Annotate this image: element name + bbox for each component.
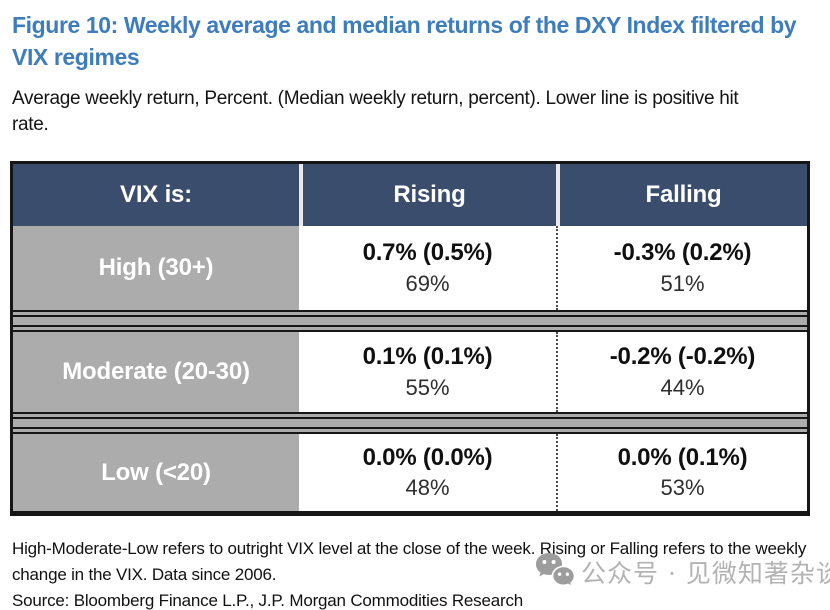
table-row-high: High (30+) 0.7% (0.5%) 69% -0.3% (0.2%) … (13, 226, 807, 311)
figure-subtitle: Average weekly return, Percent. (Median … (12, 88, 739, 136)
source-line: Source: Bloomberg Finance L.P., J.P. Mor… (12, 590, 523, 610)
row-label-moderate: Moderate (20-30) (13, 332, 299, 413)
row-label-low: Low (<20) (13, 434, 299, 512)
return-value: -0.2% (-0.2%) (609, 343, 756, 371)
return-value: 0.0% (0.1%) (617, 443, 748, 471)
cell-low-rising: 0.0% (0.0%) 48% (299, 434, 556, 511)
cell-high-rising: 0.7% (0.5%) 69% (299, 226, 556, 310)
return-value: 0.0% (0.0%) (362, 443, 493, 471)
row-separator (13, 310, 807, 333)
header-cell-vix-is: VIX is: (120, 181, 192, 209)
figure-title: Figure 10: Weekly average and median ret… (12, 12, 797, 70)
hit-rate: 51% (660, 270, 705, 296)
table-row-low: Low (<20) 0.0% (0.0%) 48% 0.0% (0.1%) 53… (13, 434, 807, 512)
cell-low-falling: 0.0% (0.1%) 53% (556, 434, 807, 512)
row-label-high: High (30+) (13, 226, 299, 311)
return-value: 0.1% (0.1%) (362, 343, 493, 371)
cell-moderate-falling: -0.2% (-0.2%) 44% (556, 332, 807, 413)
hit-rate: 48% (405, 475, 450, 501)
row-separator (13, 412, 807, 435)
table-header-row: VIX is: Rising Falling (13, 164, 807, 227)
cell-moderate-rising: 0.1% (0.1%) 55% (299, 332, 556, 412)
header-cell-rising: Rising (299, 164, 556, 227)
return-value: 0.7% (0.5%) (362, 239, 493, 267)
header-cell-falling: Falling (556, 164, 807, 227)
return-value: -0.3% (0.2%) (613, 239, 752, 267)
footnote: High-Moderate-Low refers to outright VIX… (12, 539, 807, 584)
vix-regimes-table: VIX is: Rising Falling High (30+) 0.7% (… (10, 161, 810, 517)
hit-rate: 69% (405, 270, 450, 296)
hit-rate: 44% (660, 374, 705, 400)
hit-rate: 53% (660, 475, 705, 501)
cell-high-falling: -0.3% (0.2%) 51% (556, 226, 807, 311)
hit-rate: 55% (405, 374, 450, 400)
table-row-moderate: Moderate (20-30) 0.1% (0.1%) 55% -0.2% (… (13, 332, 807, 413)
